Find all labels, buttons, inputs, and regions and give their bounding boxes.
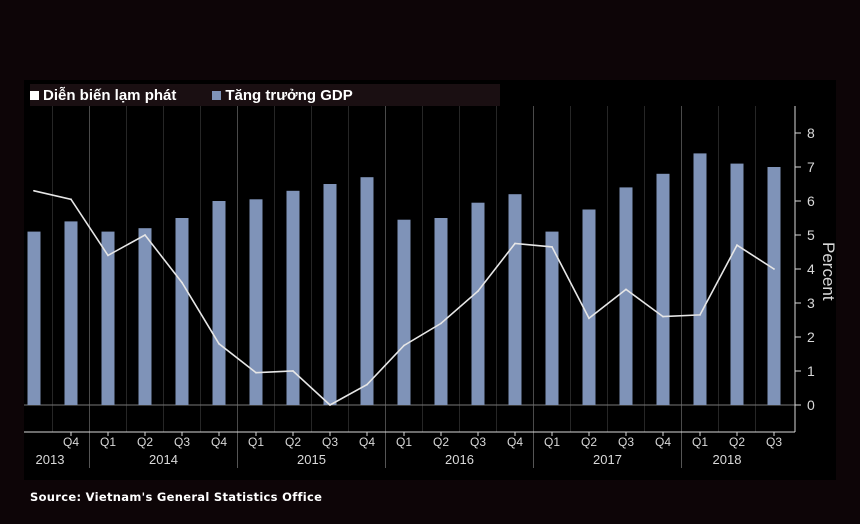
year-label: 2015	[297, 452, 326, 467]
gdp-bar	[138, 228, 152, 405]
x-tick-label: Q3	[174, 435, 190, 449]
gdp-bar	[397, 219, 411, 405]
y-tick-label: 0	[807, 397, 815, 413]
x-tick-label: Q1	[100, 435, 116, 449]
inflation-point	[477, 290, 479, 292]
gdp-bar	[323, 184, 337, 405]
gdp-bar	[360, 177, 374, 405]
inflation-point	[588, 317, 590, 320]
x-tick-label: Q2	[581, 435, 597, 449]
gdp-bar	[545, 231, 559, 405]
year-label: 2013	[36, 452, 65, 467]
inflation-point	[144, 234, 146, 236]
x-tick-label: Q4	[655, 435, 671, 449]
y-tick-label: 5	[807, 227, 815, 243]
gdp-bar	[434, 218, 448, 405]
x-tick-label: Q4	[211, 435, 227, 449]
inflation-point	[218, 342, 220, 345]
inflation-point	[699, 314, 701, 316]
y-tick-label: 4	[807, 261, 815, 277]
gdp-bar	[730, 163, 744, 405]
gdp-bar	[656, 173, 670, 405]
gdp-bar	[693, 153, 707, 405]
gdp-bar	[582, 209, 596, 405]
inflation-point	[329, 404, 331, 406]
x-tick-label: Q1	[692, 435, 708, 449]
x-tick-label: Q2	[729, 435, 745, 449]
inflation-point	[514, 242, 516, 245]
y-tick-label: 2	[807, 329, 815, 345]
y-tick-label: 1	[807, 363, 815, 379]
gdp-bar	[249, 199, 263, 405]
legend: Diễn biến lạm phát Tăng trưởng GDP	[30, 84, 500, 106]
x-tick-label: Q3	[470, 435, 486, 449]
x-tick-label: Q1	[248, 435, 264, 449]
gdp-bar	[64, 221, 78, 405]
y-tick-label: 6	[807, 193, 815, 209]
gdp-bar	[471, 202, 485, 405]
inflation-point	[366, 383, 368, 386]
inflation-point	[440, 322, 442, 325]
gdp-bar	[767, 167, 781, 405]
gdp-bar	[175, 218, 189, 405]
gdp-bar	[212, 201, 226, 405]
year-label: 2018	[713, 452, 742, 467]
y-axis-label: Percent	[819, 242, 838, 301]
x-tick-label: Q1	[544, 435, 560, 449]
inflation-point	[292, 370, 294, 372]
inflation-point	[625, 288, 627, 291]
inflation-point	[255, 371, 257, 374]
year-label: 2017	[593, 452, 622, 467]
inflation-point	[70, 198, 72, 201]
inflation-point	[33, 189, 35, 192]
legend-swatch-gdp	[212, 90, 222, 100]
gdp-bar	[27, 231, 41, 405]
legend-item-inflation: Diễn biến lạm phát	[30, 87, 176, 104]
x-tick-label: Q2	[285, 435, 301, 449]
inflation-point	[181, 281, 183, 284]
x-tick-label: Q1	[396, 435, 412, 449]
legend-swatch-inflation	[30, 90, 39, 100]
x-tick-label: Q2	[137, 435, 153, 449]
y-tick-label: 7	[807, 159, 815, 175]
y-tick-label: 3	[807, 295, 815, 311]
x-tick-label: Q3	[322, 435, 338, 449]
x-tick-label: Q3	[618, 435, 634, 449]
gdp-bar	[286, 190, 300, 405]
gdp-bar	[508, 194, 522, 405]
legend-label-inflation: Diễn biến lạm phát	[43, 86, 177, 104]
x-tick-label: Q3	[766, 435, 782, 449]
legend-label-gdp: Tăng trưởng GDP	[225, 86, 353, 104]
gdp-bar	[619, 187, 633, 405]
year-label: 2016	[445, 452, 474, 467]
source-note: Source: Vietnam's General Statistics Off…	[30, 490, 323, 504]
inflation-point	[403, 344, 405, 347]
x-tick-label: Q4	[63, 435, 79, 449]
year-label: 2014	[149, 452, 178, 467]
x-tick-label: Q4	[507, 435, 523, 449]
inflation-point	[773, 268, 775, 270]
inflation-point	[662, 315, 664, 318]
legend-item-gdp: Tăng trưởng GDP	[212, 86, 353, 104]
inflation-point	[107, 254, 109, 257]
gdp-bar	[101, 231, 115, 405]
y-tick-label: 8	[807, 125, 815, 141]
inflation-point	[551, 246, 553, 248]
inflation-point	[736, 244, 738, 247]
x-tick-label: Q4	[359, 435, 375, 449]
x-tick-label: Q2	[433, 435, 449, 449]
